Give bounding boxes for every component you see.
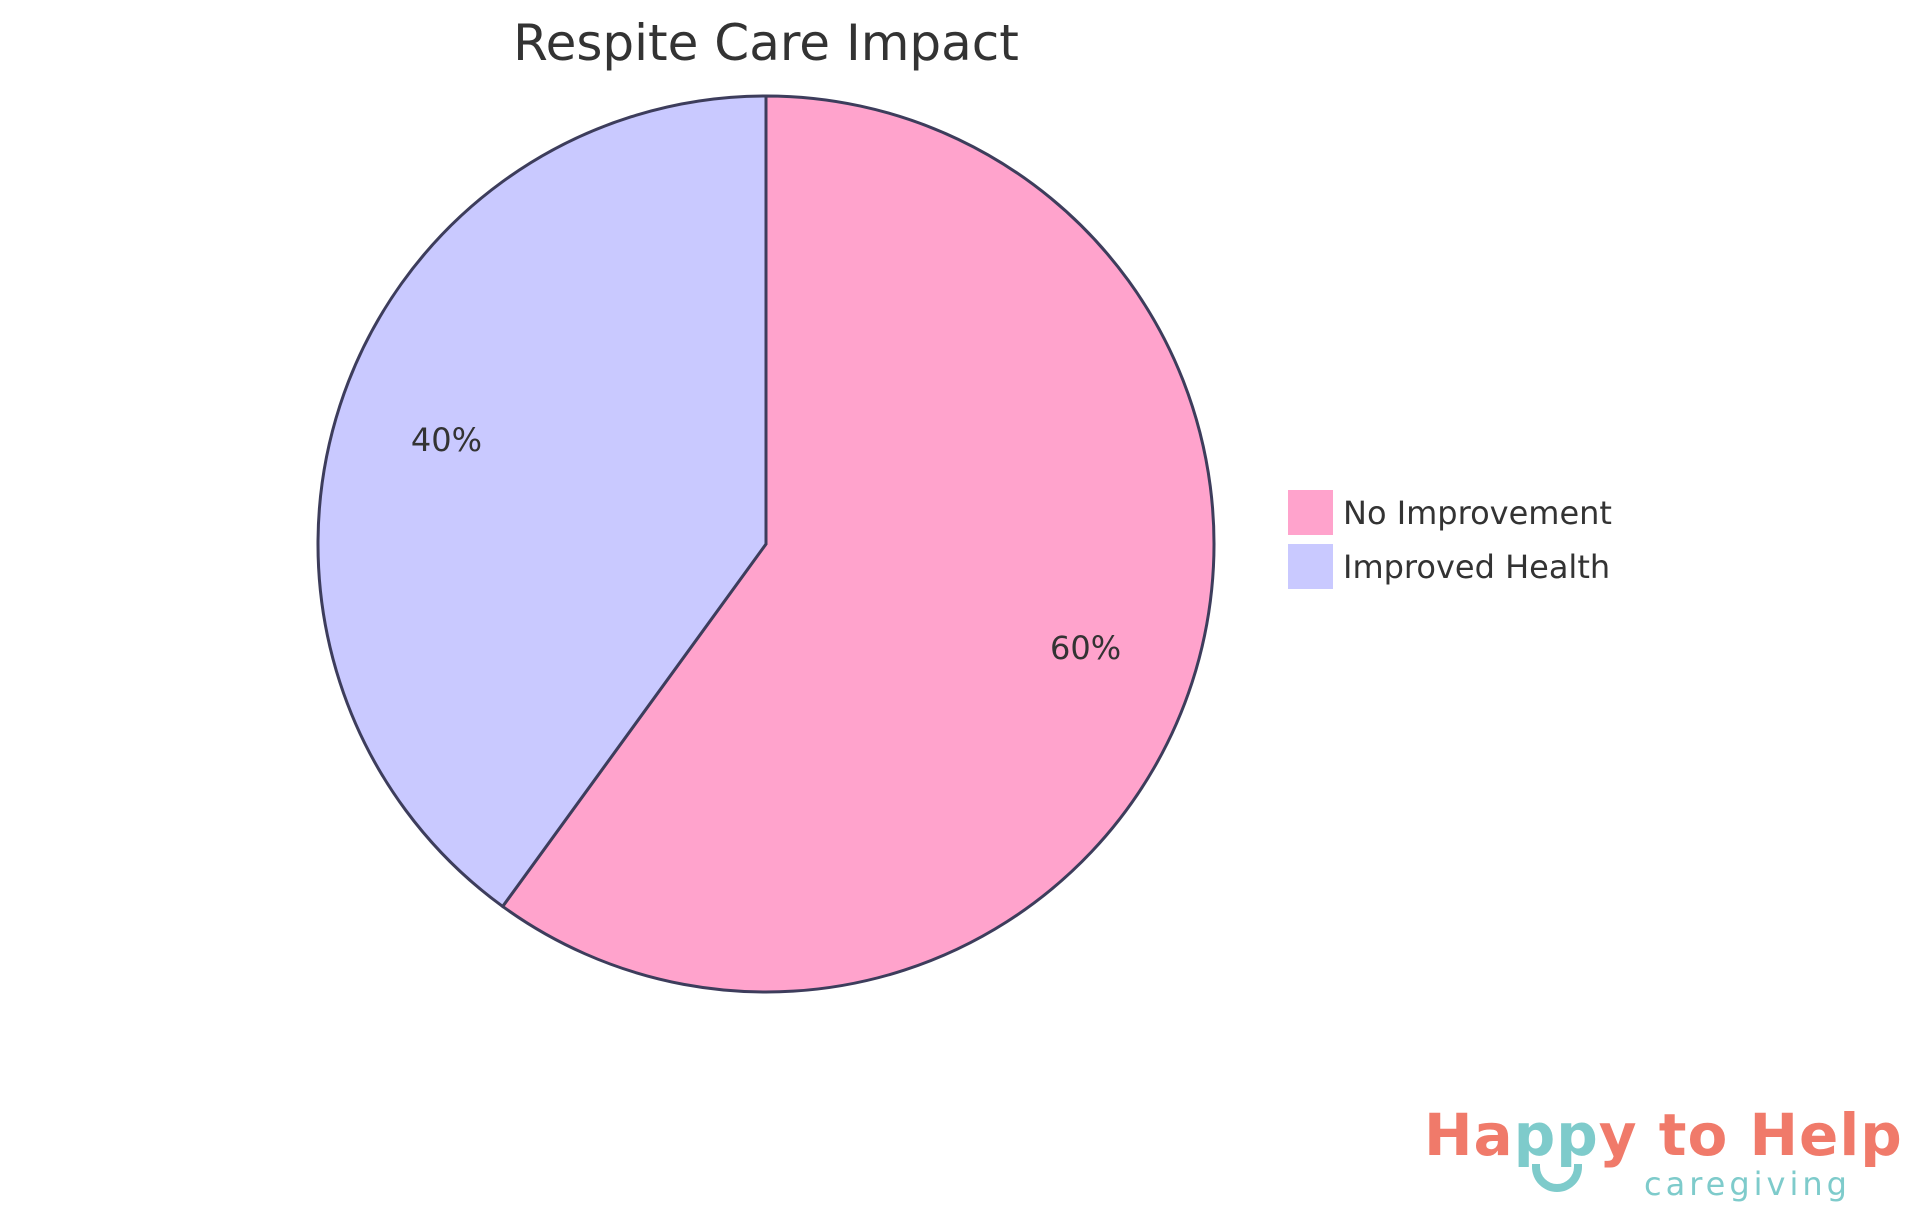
chart-title: Respite Care Impact <box>513 14 1019 72</box>
logo-brand-part: Ha <box>1424 1101 1514 1169</box>
happy-to-help-logo: Happy to Help caregiving <box>1420 1100 1902 1210</box>
pie-slice-improved-health <box>316 94 768 909</box>
logo-brand-part: y to Help <box>1598 1101 1903 1169</box>
slice-label: 40% <box>411 421 482 459</box>
legend-label: Improved Health <box>1343 548 1610 586</box>
logo-brand: Happy to Help <box>1424 1100 1903 1170</box>
legend-swatch <box>1288 544 1333 589</box>
slice-label: 60% <box>1050 629 1121 667</box>
pie-slice-no-improvement <box>500 94 1216 994</box>
legend-label: No Improvement <box>1343 494 1612 532</box>
legend-swatch <box>1288 490 1333 535</box>
logo-brand-part: pp <box>1513 1101 1599 1169</box>
smile-icon <box>1532 1164 1582 1192</box>
logo-tagline: caregiving <box>1644 1165 1851 1203</box>
